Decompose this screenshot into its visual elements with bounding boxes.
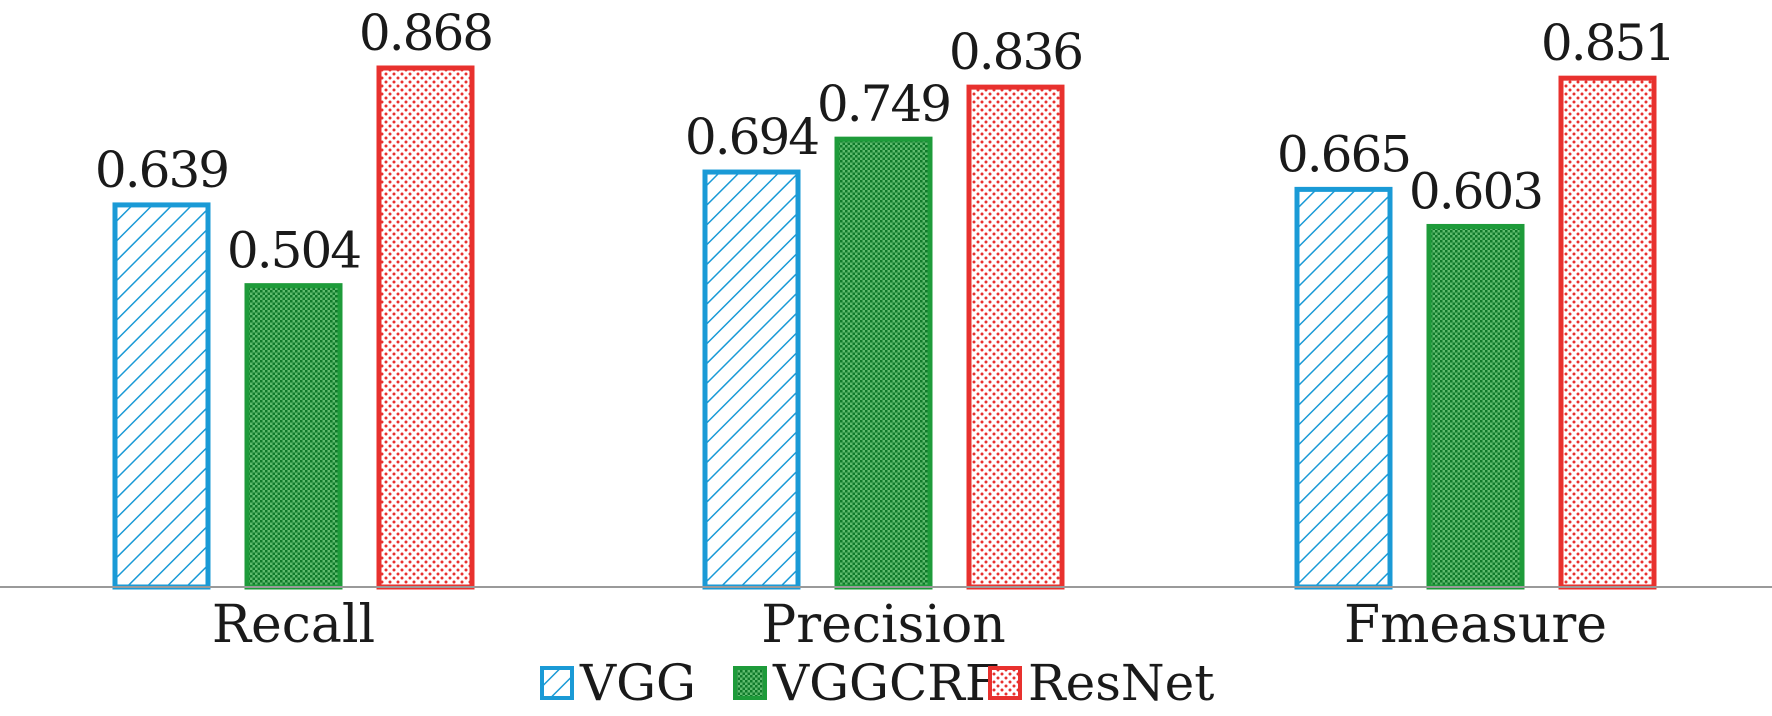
value-label-vggcrf-recall: 0.504 — [227, 222, 360, 280]
legend-label-resnet: ResNet — [1028, 654, 1214, 712]
value-label-vgg-recall: 0.639 — [95, 141, 228, 199]
bar-resnet-precision — [966, 84, 1065, 590]
value-label-resnet-precision: 0.836 — [949, 23, 1082, 81]
bar-vgg-precision — [702, 169, 801, 590]
bar-vggcrf-fmeasure — [1426, 223, 1525, 590]
bar-vgg-recall — [112, 202, 211, 590]
value-label-resnet-fmeasure: 0.851 — [1541, 14, 1674, 72]
legend-swatch-resnet — [988, 666, 1022, 700]
legend-label-vggcrf: VGGCRF — [772, 654, 1000, 712]
category-label-fmeasure: Fmeasure — [1344, 595, 1607, 655]
bars-layer — [112, 65, 1657, 590]
bar-resnet-fmeasure — [1558, 75, 1657, 590]
value-label-vggcrf-fmeasure: 0.603 — [1409, 162, 1542, 220]
category-label-precision: Precision — [761, 595, 1006, 655]
value-label-vggcrf-precision: 0.749 — [817, 75, 950, 133]
legend-swatch-vggcrf — [733, 666, 767, 700]
legend-swatch-vgg — [540, 666, 574, 700]
legend-label-vgg: VGG — [579, 654, 696, 712]
bar-vgg-fmeasure — [1294, 186, 1393, 590]
legend: VGG VGGCRF ResNet — [540, 654, 1214, 712]
bar-resnet-recall — [376, 65, 475, 590]
value-label-vgg-fmeasure: 0.665 — [1277, 125, 1410, 183]
value-label-vgg-precision: 0.694 — [685, 108, 818, 166]
category-labels-layer: Recall Precision Fmeasure — [212, 595, 1607, 655]
value-label-resnet-recall: 0.868 — [359, 4, 492, 62]
bar-vggcrf-recall — [244, 283, 343, 590]
bar-vggcrf-precision — [834, 136, 933, 590]
category-label-recall: Recall — [212, 595, 375, 655]
